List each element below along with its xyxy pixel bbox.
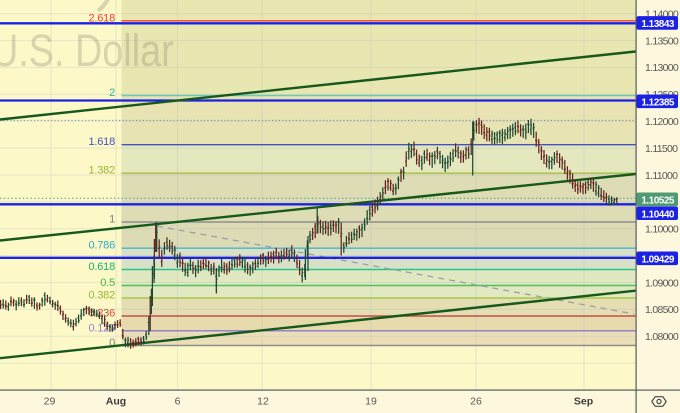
svg-text:1.13500: 1.13500 [645, 35, 679, 47]
svg-text:0.125: 0.125 [88, 322, 115, 334]
svg-text:1.618: 1.618 [88, 136, 115, 148]
svg-text:1.11000: 1.11000 [645, 170, 678, 182]
svg-text:1.12000: 1.12000 [645, 116, 679, 128]
svg-text:0.618: 0.618 [88, 261, 115, 273]
svg-text:U.S. Dollar: U.S. Dollar [0, 25, 174, 76]
svg-text:1.13843: 1.13843 [641, 19, 675, 30]
svg-text:0.5: 0.5 [100, 277, 115, 289]
svg-text:1.10440: 1.10440 [641, 209, 675, 220]
svg-text:0: 0 [109, 337, 115, 349]
svg-text:1.09429: 1.09429 [641, 255, 675, 266]
svg-text:0.382: 0.382 [88, 290, 115, 302]
svg-text:Aug: Aug [106, 396, 126, 408]
svg-text:0.786: 0.786 [88, 240, 115, 252]
svg-text:1.13000: 1.13000 [645, 62, 679, 74]
svg-text:26: 26 [470, 396, 482, 408]
svg-text:12: 12 [257, 396, 269, 408]
svg-text:6: 6 [175, 396, 181, 408]
svg-text:2.618: 2.618 [88, 12, 115, 24]
svg-text:0.236: 0.236 [88, 308, 115, 320]
svg-text:Sep: Sep [574, 396, 593, 408]
svg-text:19: 19 [365, 396, 377, 408]
svg-text:29: 29 [44, 396, 56, 408]
svg-text:1.382: 1.382 [88, 165, 115, 177]
svg-text:1.10000: 1.10000 [645, 224, 679, 236]
svg-text:1.08500: 1.08500 [645, 304, 679, 316]
svg-text:1.12385: 1.12385 [641, 98, 675, 109]
svg-text:1: 1 [109, 214, 115, 226]
svg-text:1.08000: 1.08000 [645, 331, 679, 343]
svg-text:2: 2 [109, 87, 115, 99]
svg-text:1.10525: 1.10525 [641, 196, 675, 207]
svg-text:1.09000: 1.09000 [645, 277, 679, 289]
svg-text:1.11500: 1.11500 [645, 143, 678, 155]
